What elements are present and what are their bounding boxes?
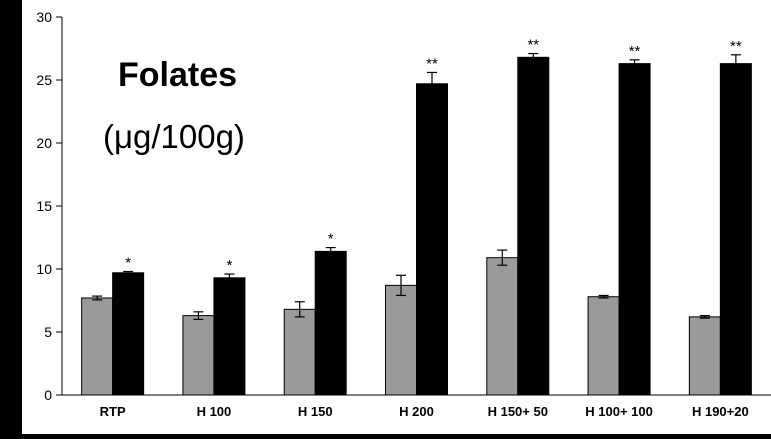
y-tick-label: 20: [36, 135, 52, 151]
significance-label: **: [629, 43, 641, 60]
y-tick-label: 25: [36, 72, 52, 88]
bar-dark: [618, 63, 651, 396]
bar-dark: [314, 250, 347, 396]
y-tick-label: 5: [44, 324, 52, 340]
bar-dark: [213, 277, 246, 396]
x-tick-label: H 100+ 100: [585, 404, 653, 419]
y-tick-label: 15: [36, 198, 52, 214]
significance-label: *: [328, 231, 334, 248]
bar-dark: [416, 83, 448, 396]
x-tick-label: H 200: [399, 404, 434, 419]
significance-label: **: [527, 37, 539, 54]
significance-label: **: [426, 55, 438, 72]
significance-label: **: [730, 38, 742, 55]
x-tick-label: H 150: [298, 404, 333, 419]
y-tick-label: 0: [44, 387, 52, 403]
bar-light: [182, 315, 215, 396]
bar-light: [283, 308, 316, 396]
bar-light: [587, 296, 620, 396]
bar-dark: [719, 63, 752, 396]
bar-dark: [517, 56, 550, 396]
chart-title: Folates: [118, 56, 238, 94]
x-tick-label: H 150+ 50: [488, 404, 548, 419]
y-tick-label: 10: [36, 261, 52, 277]
y-tick-label: 30: [36, 9, 52, 25]
x-tick-label: RTP: [100, 404, 126, 419]
bar-light: [688, 316, 721, 396]
x-tick-label: H 100: [197, 404, 232, 419]
bar-light: [486, 257, 519, 396]
chart-unit: (μg/100g): [103, 118, 245, 155]
significance-label: *: [227, 257, 233, 274]
x-tick-label: H 190+20: [692, 404, 749, 419]
significance-label: *: [125, 255, 131, 272]
bar-light: [81, 297, 114, 396]
bar-light: [385, 284, 417, 396]
bar-dark: [112, 272, 145, 396]
